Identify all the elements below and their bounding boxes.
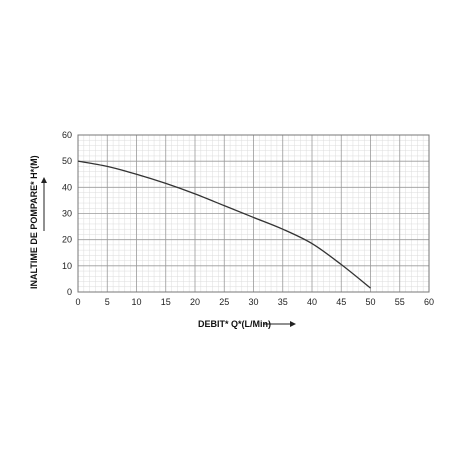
y-tick-label: 10 xyxy=(62,261,72,271)
x-tick-label: 45 xyxy=(336,297,346,307)
y-axis-title: INALTIME DE POMPARE* H*(M) xyxy=(29,155,39,289)
y-tick-label: 20 xyxy=(62,235,72,245)
x-tick-label: 50 xyxy=(365,297,375,307)
y-tick-label: 60 xyxy=(62,130,72,140)
x-tick-label: 30 xyxy=(248,297,258,307)
y-tick-label: 40 xyxy=(62,182,72,192)
x-tick-label: 55 xyxy=(395,297,405,307)
y-axis-ticks: 0 10 20 30 40 50 60 xyxy=(62,130,72,297)
x-tick-label: 10 xyxy=(131,297,141,307)
x-tick-label: 20 xyxy=(190,297,200,307)
y-tick-label: 0 xyxy=(67,287,72,297)
performance-curve xyxy=(77,160,371,289)
x-tick-label: 0 xyxy=(75,297,80,307)
x-tick-label: 60 xyxy=(424,297,434,307)
x-tick-label: 40 xyxy=(307,297,317,307)
y-tick-label: 50 xyxy=(62,156,72,166)
x-tick-label: 5 xyxy=(105,297,110,307)
x-tick-label: 15 xyxy=(161,297,171,307)
x-tick-label: 35 xyxy=(278,297,288,307)
x-axis-title: DEBIT* Q*(L/Min) xyxy=(198,319,271,329)
x-axis-ticks: 0 5 10 15 20 25 30 35 40 45 50 55 60 xyxy=(75,297,434,307)
y-axis-arrow-head xyxy=(41,177,47,183)
x-axis-arrow-head xyxy=(290,321,296,327)
x-tick-label: 25 xyxy=(219,297,229,307)
plot-frame xyxy=(77,134,430,293)
y-tick-label: 30 xyxy=(62,209,72,219)
